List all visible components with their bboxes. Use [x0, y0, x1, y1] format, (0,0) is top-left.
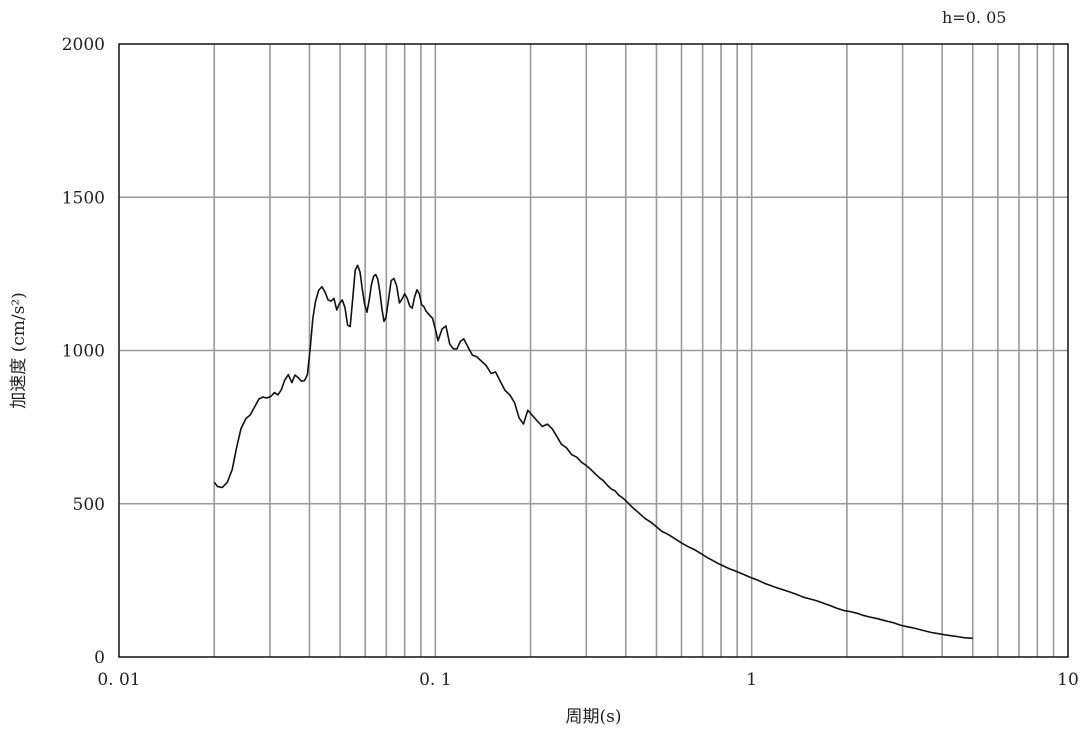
y-tick-label: 1500 — [62, 188, 105, 208]
grid-layer — [119, 44, 1068, 657]
y-tick-label: 500 — [73, 495, 105, 515]
x-tick-label: 0. 01 — [97, 670, 140, 690]
y-tick-label: 0 — [94, 648, 105, 668]
tick-layer: 0. 01 0. 1 1 10 0 500 1000 1500 2000 — [62, 35, 1079, 690]
y-axis-title: 加速度 (cm/s²) — [9, 292, 29, 409]
x-tick-label: 1 — [746, 670, 757, 690]
spectrum-series-line — [213, 264, 973, 640]
series-layer — [213, 264, 973, 640]
y-tick-label: 2000 — [62, 35, 105, 55]
x-tick-label: 10 — [1057, 670, 1079, 690]
y-tick-label: 1000 — [62, 342, 105, 362]
damping-annotation: h=0. 05 — [942, 8, 1006, 27]
x-axis-title: 周期(s) — [566, 707, 622, 727]
plot-frame — [118, 43, 1069, 658]
x-tick-label: 0. 1 — [419, 670, 451, 690]
